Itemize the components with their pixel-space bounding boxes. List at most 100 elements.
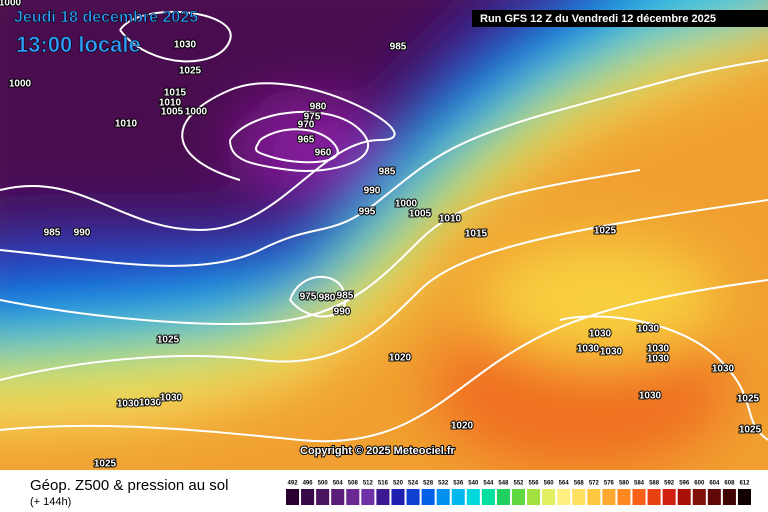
colorbar-swatch (466, 489, 480, 505)
isobar-label: 1030 (174, 40, 197, 51)
isobar-label: 1030 (160, 393, 183, 404)
colorbar-label: 612 (739, 481, 750, 487)
colorbar-swatch (602, 489, 616, 505)
colorbar-label: 516 (378, 481, 389, 487)
footer-title: Géop. Z500 & pression au sol (30, 477, 228, 494)
colorbar-swatch (647, 489, 661, 505)
colorbar-swatch (692, 489, 706, 505)
valid-date: Jeudi 18 decembre 2025 (14, 9, 198, 26)
colorbar-swatch (557, 489, 571, 505)
isobar-label: 1030 (647, 354, 670, 365)
colorbar-label: 584 (634, 481, 645, 487)
isobar-label: 1030 (639, 391, 662, 402)
colorbar-swatch (662, 489, 676, 505)
isobar-label: 970 (298, 120, 315, 131)
run-info: Run GFS 12 Z du Vendredi 12 décembre 202… (480, 13, 716, 25)
isobar-label: 1025 (737, 394, 760, 405)
isobar-label: 1030 (712, 364, 735, 375)
colorbar-swatch (436, 489, 450, 505)
colorbar-swatch (707, 489, 721, 505)
colorbar-swatch (451, 489, 465, 505)
isobar-label: 1005 (161, 107, 184, 118)
isobar-label: 1010 (115, 119, 138, 130)
isobar-label: 1000 (9, 79, 32, 90)
isobar-label: 960 (315, 148, 332, 159)
colorbar-label: 604 (709, 481, 720, 487)
isobar-label: 1000 (395, 199, 418, 210)
colorbar-label: 580 (619, 481, 630, 487)
run-banner (472, 10, 768, 27)
colorbar-label: 552 (513, 481, 524, 487)
colorbar-swatch (722, 489, 736, 505)
isobar-label: 990 (74, 228, 91, 239)
colorbar-swatch (527, 489, 541, 505)
colorbar-label: 560 (544, 481, 555, 487)
colorbar-swatch (346, 489, 360, 505)
isobar-lines (0, 10, 768, 443)
colorbar-label: 596 (679, 481, 690, 487)
colorbar-swatch (542, 489, 556, 505)
colorbar-swatch (677, 489, 691, 505)
colorbar-swatch (406, 489, 420, 505)
isobar-label: 1005 (409, 209, 432, 220)
isobar-label: 1030 (117, 399, 140, 410)
isobar-label: 1025 (94, 459, 117, 470)
isobar-label: 1025 (157, 335, 180, 346)
isobar-label: 1000 (0, 0, 22, 9)
colorbar-label: 548 (498, 481, 509, 487)
isobar-label: 990 (364, 186, 381, 197)
colorbar-swatch (632, 489, 646, 505)
isobar-label: 1015 (465, 229, 488, 240)
isobar-label: 1025 (739, 425, 762, 436)
colorbar-swatch (391, 489, 405, 505)
colorbar-swatch (587, 489, 601, 505)
isobar-label: 985 (44, 228, 61, 239)
colorbar-label: 572 (589, 481, 600, 487)
isobar-label: 1025 (179, 66, 202, 77)
isobar-label: 990 (334, 307, 351, 318)
colorbar-label: 528 (423, 481, 434, 487)
isobar-label: 1030 (139, 398, 162, 409)
colorbar-label: 588 (649, 481, 660, 487)
colorbar-label: 544 (483, 481, 494, 487)
isobar-label: 975 (304, 112, 321, 123)
colorbar-swatch (421, 489, 435, 505)
isobar-label: 965 (298, 135, 315, 146)
isobar-label: 1030 (589, 329, 612, 340)
colorbar-label: 536 (453, 481, 464, 487)
colorbar-swatch (316, 489, 330, 505)
valid-time: 13:00 locale (16, 32, 141, 57)
isobar-label: 985 (390, 42, 407, 53)
colorbar-label: 564 (559, 481, 570, 487)
colorbar-label: 520 (393, 481, 404, 487)
colorbar-label: 600 (694, 481, 705, 487)
isobar-label: 1015 (164, 88, 187, 99)
colorbar-swatch (737, 489, 751, 505)
isobar-label: 1010 (159, 98, 182, 109)
isobar-label: 1000 (185, 107, 208, 118)
colorbar-label: 496 (303, 481, 314, 487)
isobar-label: 995 (359, 207, 376, 218)
isobar-label: 1020 (389, 353, 412, 364)
colorbar-label: 592 (664, 481, 675, 487)
isobar-label: 980 (319, 293, 336, 304)
colorbar-label: 568 (574, 481, 585, 487)
colorbar-swatch (361, 489, 375, 505)
footer-lead: (+ 144h) (30, 496, 71, 508)
colorbar-label: 576 (604, 481, 615, 487)
isobar-label: 985 (337, 291, 354, 302)
isobar-label: 1025 (594, 226, 617, 237)
colorbar-swatch (617, 489, 631, 505)
colorbar-swatch (511, 489, 526, 505)
colorbar-swatch (286, 489, 300, 505)
colorbar: 492 496 500 504 508 512 516 520 524 528 532 536 540 5… (286, 481, 751, 505)
colorbar-label: 532 (438, 481, 449, 487)
isobar-label: 1010 (439, 214, 462, 225)
isobar-label: 1030 (600, 347, 623, 358)
colorbar-label: 508 (348, 481, 359, 487)
colorbar-label: 492 (288, 481, 299, 487)
isobar-label: 980 (310, 102, 327, 113)
copyright: Copyright © 2025 Meteociel.fr (300, 445, 456, 457)
